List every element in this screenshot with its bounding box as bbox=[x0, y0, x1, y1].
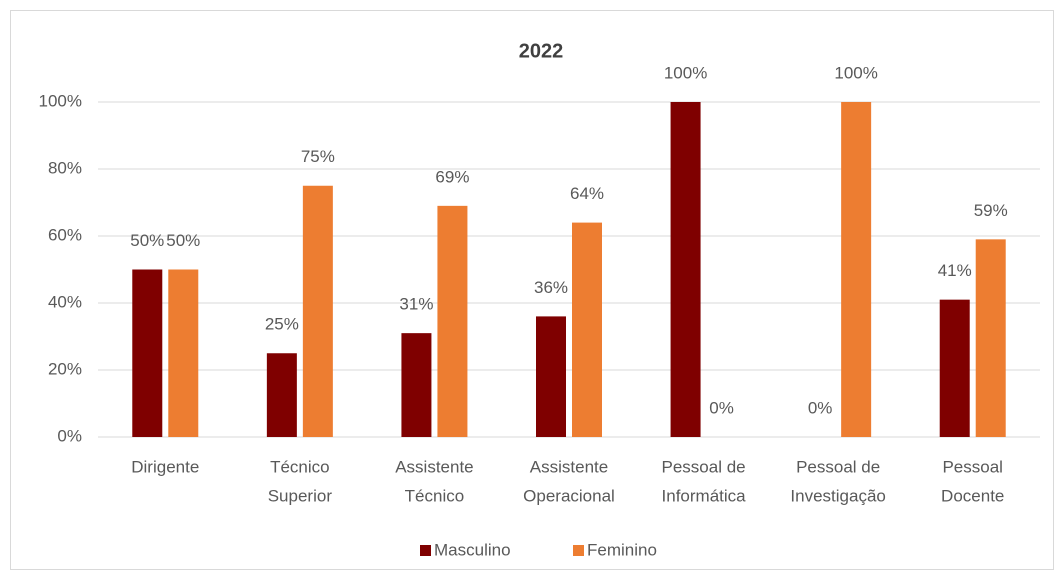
data-label: 0% bbox=[808, 398, 833, 417]
legend-swatch bbox=[573, 545, 584, 556]
x-tick-label: Técnico bbox=[270, 457, 330, 476]
chart-title: 2022 bbox=[519, 40, 564, 62]
bar bbox=[975, 239, 1006, 437]
data-label: 31% bbox=[399, 295, 433, 314]
y-tick-label: 60% bbox=[48, 225, 82, 244]
data-label: 41% bbox=[938, 261, 972, 280]
bar bbox=[401, 333, 432, 437]
bar bbox=[670, 102, 701, 437]
y-tick-label: 0% bbox=[57, 426, 82, 445]
data-label: 36% bbox=[534, 278, 568, 297]
data-label: 50% bbox=[130, 231, 164, 250]
x-tick-label: Dirigente bbox=[131, 457, 199, 476]
y-tick-label: 100% bbox=[39, 91, 82, 110]
x-tick-label: Informática bbox=[662, 486, 747, 505]
data-label: 50% bbox=[166, 231, 200, 250]
data-label: 100% bbox=[664, 63, 707, 82]
x-tick-label: Assistente bbox=[395, 457, 473, 476]
x-tick-label: Operacional bbox=[523, 486, 615, 505]
data-label: 59% bbox=[974, 201, 1008, 220]
bar bbox=[841, 102, 872, 437]
y-tick-label: 40% bbox=[48, 292, 82, 311]
data-label: 75% bbox=[301, 147, 335, 166]
legend-label: Feminino bbox=[587, 540, 657, 559]
bar bbox=[939, 299, 970, 437]
bar bbox=[536, 316, 566, 437]
bar bbox=[132, 269, 163, 437]
legend-swatch bbox=[420, 545, 431, 556]
data-label: 100% bbox=[834, 63, 877, 82]
x-tick-label: Pessoal de bbox=[796, 457, 880, 476]
bar bbox=[437, 205, 468, 437]
x-tick-label: Assistente bbox=[530, 457, 608, 476]
bar bbox=[302, 185, 333, 437]
data-label: 69% bbox=[435, 167, 469, 186]
data-label: 25% bbox=[265, 315, 299, 334]
x-tick-label: Técnico bbox=[405, 486, 465, 505]
y-tick-label: 20% bbox=[48, 359, 82, 378]
data-label: 0% bbox=[709, 398, 734, 417]
bar bbox=[266, 353, 297, 437]
x-tick-label: Pessoal de bbox=[662, 457, 746, 476]
x-tick-label: Docente bbox=[941, 486, 1004, 505]
x-tick-label: Superior bbox=[268, 486, 333, 505]
x-tick-label: Investigação bbox=[790, 486, 885, 505]
bar bbox=[572, 222, 602, 437]
legend-label: Masculino bbox=[434, 540, 511, 559]
bar bbox=[168, 269, 199, 437]
x-tick-label: Pessoal bbox=[942, 457, 1002, 476]
y-tick-label: 80% bbox=[48, 158, 82, 177]
data-label: 64% bbox=[570, 184, 604, 203]
